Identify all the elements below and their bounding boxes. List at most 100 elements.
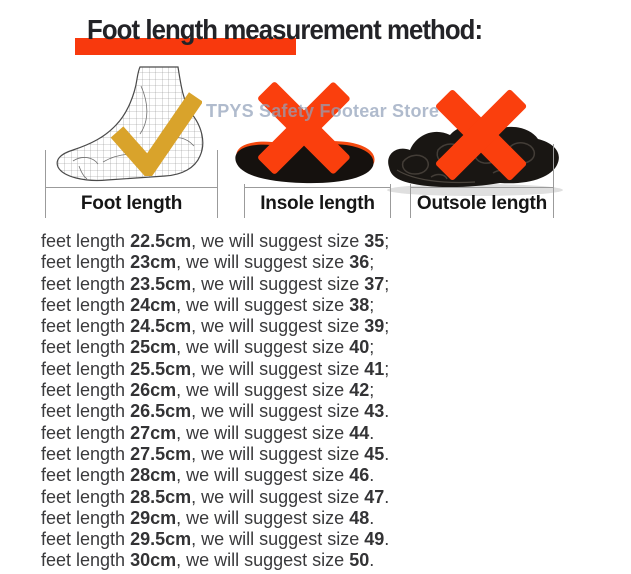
row-punct: . bbox=[384, 529, 390, 550]
row-middle: , we will suggest size bbox=[176, 550, 350, 571]
foot-length-value: 23cm bbox=[130, 252, 177, 273]
row-prefix: feet length bbox=[41, 422, 131, 443]
foot-length-value: 26cm bbox=[130, 380, 177, 401]
cross-mark-insole-icon bbox=[256, 80, 352, 176]
row-punct: ; bbox=[369, 252, 375, 273]
foot-length-value: 26.5cm bbox=[130, 401, 192, 422]
row-prefix: feet length bbox=[41, 316, 131, 337]
row-middle: , we will suggest size bbox=[191, 273, 365, 294]
title-highlight-bar bbox=[75, 38, 296, 55]
foot-length-value: 27cm bbox=[130, 422, 177, 443]
row-prefix: feet length bbox=[41, 273, 131, 294]
size-suggestion-row: feet length 23cm, we will suggest size 3… bbox=[41, 252, 389, 273]
check-mark-icon bbox=[110, 92, 202, 176]
row-punct: ; bbox=[384, 273, 390, 294]
row-prefix: feet length bbox=[41, 231, 131, 251]
row-punct: . bbox=[384, 401, 390, 422]
row-prefix: feet length bbox=[41, 358, 131, 379]
cross-mark-outsole-icon bbox=[434, 88, 528, 182]
size-value: 46 bbox=[349, 465, 370, 486]
insole-length-caption: Insole length bbox=[244, 184, 391, 218]
size-suggestion-row: feet length 28.5cm, we will suggest size… bbox=[41, 487, 389, 508]
size-value: 38 bbox=[349, 294, 370, 315]
size-value: 45 bbox=[364, 443, 385, 464]
row-punct: ; bbox=[369, 337, 375, 358]
size-value: 37 bbox=[364, 273, 385, 294]
outsole-length-caption: Outsole length bbox=[410, 144, 554, 218]
foot-length-value: 30cm bbox=[130, 550, 177, 571]
foot-length-value: 29.5cm bbox=[130, 529, 192, 550]
caption-label: Insole length bbox=[260, 193, 375, 214]
size-suggestion-row: feet length 27.5cm, we will suggest size… bbox=[41, 444, 389, 465]
row-middle: , we will suggest size bbox=[176, 337, 350, 358]
foot-length-value: 25cm bbox=[130, 337, 177, 358]
row-prefix: feet length bbox=[41, 443, 131, 464]
caption-label: Outsole length bbox=[416, 193, 548, 214]
foot-length-value: 22.5cm bbox=[130, 231, 192, 251]
row-middle: , we will suggest size bbox=[191, 529, 365, 550]
row-punct: ; bbox=[369, 380, 375, 401]
size-suggestion-row: feet length 24.5cm, we will suggest size… bbox=[41, 316, 389, 337]
row-middle: , we will suggest size bbox=[176, 465, 350, 486]
size-suggestion-row: feet length 25cm, we will suggest size 4… bbox=[41, 337, 389, 358]
row-middle: , we will suggest size bbox=[191, 358, 365, 379]
row-punct: ; bbox=[384, 316, 390, 337]
foot-length-caption: Foot length bbox=[45, 150, 218, 218]
size-suggestion-row: feet length 26cm, we will suggest size 4… bbox=[41, 380, 389, 401]
size-suggestion-row: feet length 28cm, we will suggest size 4… bbox=[41, 465, 389, 486]
row-punct: . bbox=[369, 422, 375, 443]
row-prefix: feet length bbox=[41, 465, 131, 486]
row-middle: , we will suggest size bbox=[176, 252, 350, 273]
row-middle: , we will suggest size bbox=[191, 401, 365, 422]
size-suggestion-row: feet length 23.5cm, we will suggest size… bbox=[41, 274, 389, 295]
foot-length-value: 24cm bbox=[130, 294, 177, 315]
size-value: 49 bbox=[364, 529, 385, 550]
store-watermark: TPYS Safety Footear Store bbox=[206, 101, 440, 121]
size-suggestion-row: feet length 29.5cm, we will suggest size… bbox=[41, 529, 389, 550]
size-suggestion-row: feet length 25.5cm, we will suggest size… bbox=[41, 359, 389, 380]
size-value: 40 bbox=[349, 337, 370, 358]
size-suggestion-row: feet length 29cm, we will suggest size 4… bbox=[41, 508, 389, 529]
row-punct: . bbox=[369, 507, 375, 528]
row-prefix: feet length bbox=[41, 401, 131, 422]
foot-length-value: 25.5cm bbox=[130, 358, 192, 379]
size-value: 50 bbox=[349, 550, 370, 571]
row-prefix: feet length bbox=[41, 380, 131, 401]
row-prefix: feet length bbox=[41, 550, 131, 571]
size-suggestion-row: feet length 26.5cm, we will suggest size… bbox=[41, 401, 389, 422]
row-punct: ; bbox=[384, 231, 390, 251]
row-punct: . bbox=[384, 486, 390, 507]
foot-length-value: 29cm bbox=[130, 507, 177, 528]
row-prefix: feet length bbox=[41, 252, 131, 273]
size-value: 36 bbox=[349, 252, 370, 273]
row-punct: . bbox=[369, 550, 375, 571]
row-middle: , we will suggest size bbox=[176, 507, 350, 528]
row-middle: , we will suggest size bbox=[191, 443, 365, 464]
row-middle: , we will suggest size bbox=[176, 380, 350, 401]
row-middle: , we will suggest size bbox=[191, 486, 365, 507]
foot-length-value: 28cm bbox=[130, 465, 177, 486]
size-value: 47 bbox=[364, 486, 385, 507]
row-middle: , we will suggest size bbox=[191, 316, 365, 337]
row-middle: , we will suggest size bbox=[176, 294, 350, 315]
size-suggestion-row: feet length 27cm, we will suggest size 4… bbox=[41, 423, 389, 444]
size-suggestion-row: feet length 24cm, we will suggest size 3… bbox=[41, 295, 389, 316]
size-value: 48 bbox=[349, 507, 370, 528]
row-prefix: feet length bbox=[41, 294, 131, 315]
foot-length-value: 28.5cm bbox=[130, 486, 192, 507]
size-suggestion-row: feet length 30cm, we will suggest size 5… bbox=[41, 550, 389, 571]
page-title: Foot length measurement method: bbox=[87, 14, 483, 45]
caption-label: Foot length bbox=[80, 193, 183, 214]
foot-length-value: 24.5cm bbox=[130, 316, 192, 337]
row-punct: ; bbox=[369, 294, 375, 315]
size-suggestion-list: feet length 22.5cm, we will suggest size… bbox=[41, 231, 389, 572]
row-middle: , we will suggest size bbox=[191, 231, 365, 251]
size-value: 42 bbox=[349, 380, 370, 401]
size-value: 44 bbox=[349, 422, 370, 443]
size-value: 39 bbox=[364, 316, 385, 337]
row-middle: , we will suggest size bbox=[176, 422, 350, 443]
row-prefix: feet length bbox=[41, 337, 131, 358]
size-suggestion-row: feet length 22.5cm, we will suggest size… bbox=[41, 231, 389, 252]
row-punct: ; bbox=[384, 358, 390, 379]
row-punct: . bbox=[369, 465, 375, 486]
